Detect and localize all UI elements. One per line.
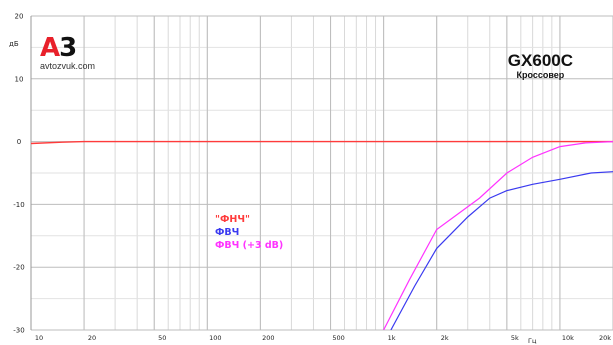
series-line-3 bbox=[383, 141, 613, 330]
y-axis-label: дБ bbox=[9, 40, 19, 48]
y-tick-label: 10 bbox=[15, 75, 24, 83]
chart-subtitle: Кроссовер bbox=[516, 70, 565, 80]
x-tick-label: 200 bbox=[262, 334, 274, 342]
x-tick-label: 50 bbox=[158, 334, 166, 342]
legend-entry-1: "ФНЧ" bbox=[215, 214, 250, 225]
model-block: GX600C Кроссовер bbox=[507, 51, 573, 81]
x-tick-label: 2k bbox=[441, 334, 449, 342]
x-tick-label: 10 bbox=[35, 334, 43, 342]
y-tick-label: 0 bbox=[17, 138, 21, 146]
y-tick-label: -10 bbox=[13, 201, 24, 209]
x-tick-label: 20k bbox=[599, 334, 611, 342]
y-tick-label: -20 bbox=[13, 264, 24, 272]
y-tick-label: -30 bbox=[13, 327, 24, 335]
legend-entry-3: ФВЧ (+3 dB) bbox=[215, 240, 284, 251]
logo-digit-3: 3 bbox=[59, 33, 77, 63]
avtozvuk-logo: A3 avtozvuk.com bbox=[40, 33, 96, 71]
x-tick-label: 100 bbox=[209, 334, 221, 342]
series-line-1 bbox=[31, 140, 613, 145]
x-tick-label: 500 bbox=[332, 334, 344, 342]
chart-title: GX600C bbox=[507, 51, 573, 70]
legend: "ФНЧ" ФВЧ ФВЧ (+3 dB) bbox=[215, 213, 283, 252]
legend-entry-2: ФВЧ bbox=[215, 227, 240, 238]
logo-mark: A3 bbox=[40, 33, 95, 63]
series-line-2 bbox=[390, 171, 613, 330]
x-tick-label: 10k bbox=[562, 334, 574, 342]
x-tick-label: 1k bbox=[388, 334, 396, 342]
x-axis-label: Гц bbox=[528, 337, 537, 345]
series-lines bbox=[31, 140, 613, 330]
logo-site-name: avtozvuk.com bbox=[40, 61, 96, 71]
x-tick-label: 20 bbox=[88, 334, 96, 342]
y-tick-label: 20 bbox=[15, 13, 24, 21]
logo-letter-a: A bbox=[40, 33, 60, 63]
x-tick-label: 5k bbox=[511, 334, 519, 342]
